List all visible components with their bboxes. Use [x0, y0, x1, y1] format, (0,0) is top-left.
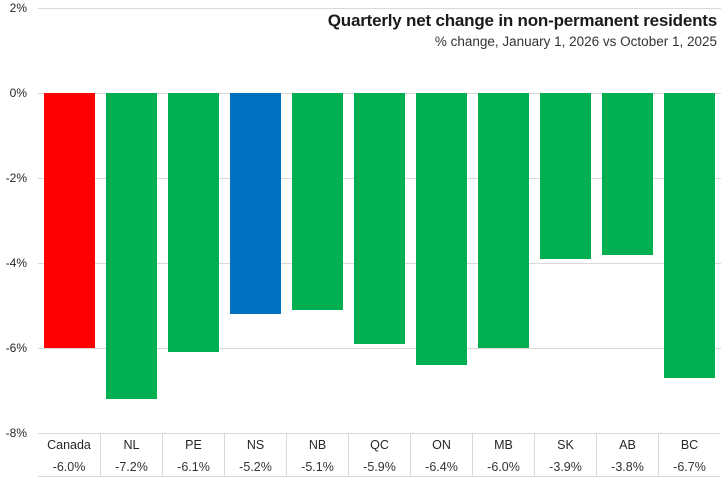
value-label: -7.2% — [115, 460, 148, 474]
value-label: -3.9% — [549, 460, 582, 474]
category-label: NS — [246, 438, 265, 452]
bar-fill — [539, 93, 591, 259]
bar-fill — [291, 93, 343, 310]
bar-column-nl — [100, 93, 162, 433]
y-axis-tick: 2% — [9, 1, 27, 15]
category-label: NB — [308, 438, 327, 452]
value-label: -5.2% — [239, 460, 272, 474]
x-axis-cell: NL -7.2% — [100, 434, 162, 476]
y-axis-tick: -2% — [5, 171, 27, 185]
bar-column-bc — [658, 93, 720, 433]
bar-fill — [229, 93, 281, 314]
bar-fill — [167, 93, 219, 353]
bar-column-ns — [224, 93, 286, 433]
bar-fill — [663, 93, 715, 378]
chart-title: Quarterly net change in non-permanent re… — [327, 11, 717, 30]
gridline-2pct — [38, 8, 721, 9]
category-label: QC — [370, 438, 389, 452]
bar-column-ab — [596, 93, 658, 433]
value-label: -6.0% — [487, 460, 520, 474]
x-axis-cell: QC -5.9% — [348, 434, 410, 476]
x-axis-cell: NS -5.2% — [224, 434, 286, 476]
y-axis-tick: -4% — [5, 256, 27, 270]
category-label: BC — [680, 438, 699, 452]
value-label: -6.4% — [425, 460, 458, 474]
x-axis-cell: PE -6.1% — [162, 434, 224, 476]
bar-column-sk — [534, 93, 596, 433]
value-label: -5.1% — [301, 460, 334, 474]
category-label: ON — [432, 438, 451, 452]
bar-fill — [477, 93, 529, 348]
category-label: SK — [557, 438, 574, 452]
bar-column-nb — [286, 93, 348, 433]
y-axis-tick: 0% — [9, 86, 27, 100]
chart-header: Quarterly net change in non-permanent re… — [328, 9, 717, 51]
x-axis-cell: MB -6.0% — [472, 434, 534, 476]
gridline-neg6pct — [38, 348, 721, 349]
value-label: -6.0% — [52, 460, 86, 474]
bar-fill — [43, 93, 95, 348]
y-axis-tick: -8% — [5, 426, 27, 440]
category-label: Canada — [47, 438, 91, 452]
x-axis-table: Canada -6.0% NL -7.2% PE -6.1% NS -5.2% … — [38, 433, 720, 477]
value-label: -6.7% — [673, 460, 706, 474]
bar-fill — [105, 93, 157, 399]
bar-column-pe — [162, 93, 224, 433]
bar-column-qc — [348, 93, 410, 433]
plot-area — [38, 93, 720, 433]
bar-fill — [353, 93, 405, 344]
x-axis-cell: BC -6.7% — [658, 434, 720, 476]
bar-column-on — [410, 93, 472, 433]
value-label: -6.1% — [177, 460, 210, 474]
bar-column-canada — [38, 93, 100, 433]
bar-column-mb — [472, 93, 534, 433]
bar-fill — [415, 93, 467, 365]
x-axis-cell: AB -3.8% — [596, 434, 658, 476]
x-axis-cell: SK -3.9% — [534, 434, 596, 476]
x-axis-cell: ON -6.4% — [410, 434, 472, 476]
value-label: -5.9% — [363, 460, 396, 474]
bar-fill — [601, 93, 653, 255]
x-axis-cell: NB -5.1% — [286, 434, 348, 476]
y-axis-tick: -6% — [5, 341, 27, 355]
category-label: AB — [619, 438, 636, 452]
category-label: MB — [494, 438, 513, 452]
category-label: PE — [185, 438, 202, 452]
chart-subtitle: % change, January 1, 2026 vs October 1, … — [434, 34, 717, 49]
x-axis-cell: Canada -6.0% — [38, 434, 100, 476]
category-label: NL — [123, 438, 140, 452]
value-label: -3.8% — [611, 460, 644, 474]
